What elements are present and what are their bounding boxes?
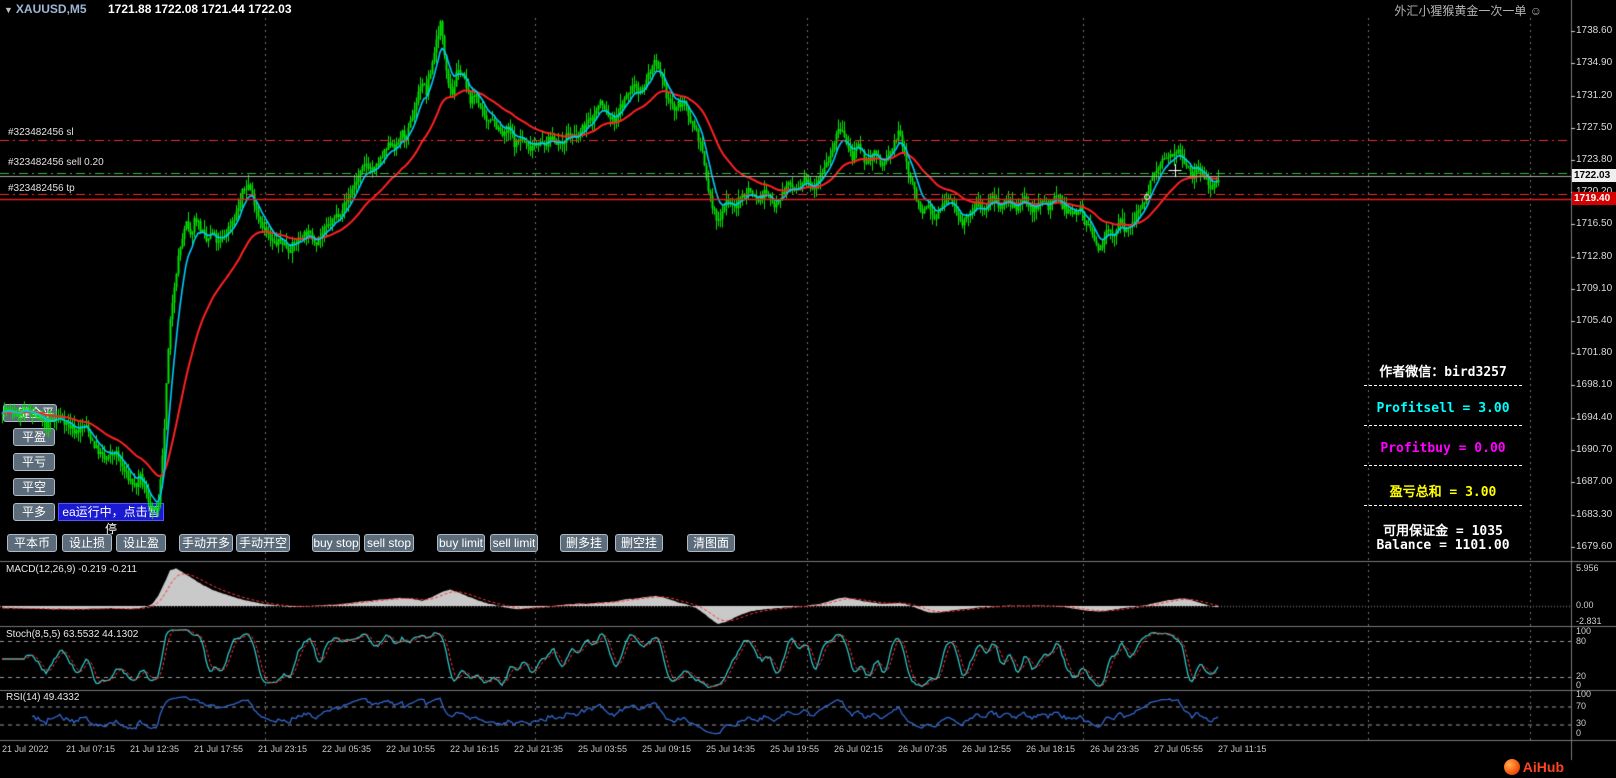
time-tick-label: 26 Jul 23:35: [1090, 744, 1140, 754]
price-tick-label: 1731.20: [1576, 89, 1613, 101]
bid-price-box: 1722.03: [1572, 169, 1616, 182]
time-tick-label: 26 Jul 07:35: [898, 744, 948, 754]
time-tick-label: 21 Jul 12:35: [130, 744, 180, 754]
watermark: AiHub: [1503, 759, 1564, 775]
close-shorts-button[interactable]: 平空: [13, 478, 55, 496]
info-panel-divider: [1364, 425, 1522, 426]
price-tick-label: 1716.50: [1576, 218, 1613, 230]
price-tick-label: 1734.90: [1576, 57, 1613, 69]
buy-limit-button[interactable]: buy limit: [437, 534, 485, 552]
manual-sell-button[interactable]: 手动开空: [236, 534, 290, 552]
price-tick-label: 1694.40: [1576, 411, 1613, 423]
price-tick-label: 1679.60: [1576, 541, 1613, 552]
indicator-tick-label: 100: [1576, 689, 1592, 699]
time-tick-label: 22 Jul 21:35: [514, 744, 564, 754]
time-tick-label: 21 Jul 07:15: [66, 744, 116, 754]
indicator-tick-label: 0: [1576, 728, 1582, 738]
info-panel-line: 可用保证金 = 1035: [1383, 524, 1503, 539]
indicator-tick-label: 5.956: [1576, 563, 1599, 573]
close-profitable-button[interactable]: 平盈: [13, 428, 55, 446]
time-tick-label: 26 Jul 12:55: [962, 744, 1012, 754]
info-panel-line: Profitsell = 3.00: [1376, 401, 1510, 416]
symbol-timeframe-label: XAUUSD,M5: [15, 2, 87, 16]
price-tick-label: 1701.80: [1576, 346, 1613, 358]
macd-indicator-label: MACD(12,26,9) -0.219 -0.211: [6, 564, 137, 575]
close-all-button[interactable]: 一键全平: [3, 404, 57, 422]
close-losing-button[interactable]: 平亏: [13, 453, 55, 471]
time-tick-label: 21 Jul 17:55: [194, 744, 244, 754]
indicator-tick-label: 0.00: [1576, 600, 1594, 610]
time-tick-label: 27 Jul 05:55: [1154, 744, 1204, 754]
time-tick-label: 25 Jul 03:55: [578, 744, 628, 754]
price-tick-label: 1683.30: [1576, 508, 1613, 520]
price-tick-label: 1723.80: [1576, 154, 1613, 166]
price-tick-label: 1738.60: [1576, 25, 1613, 36]
price-tick-label: 1698.10: [1576, 379, 1613, 391]
set-stoploss-button[interactable]: 设止损: [62, 534, 112, 552]
price-tick-label: 1712.80: [1576, 250, 1613, 262]
time-tick-label: 22 Jul 10:55: [386, 744, 436, 754]
indicator-tick-label: 70: [1576, 701, 1587, 711]
info-panel-divider: [1364, 465, 1522, 466]
indicator-tick-label: 80: [1576, 636, 1587, 646]
time-tick-label: 26 Jul 02:15: [834, 744, 884, 754]
watermark-text: AiHub: [1522, 759, 1564, 775]
rsi-indicator-label: RSI(14) 49.4332: [6, 692, 80, 703]
delete-buy-pending-button[interactable]: 删多挂: [560, 534, 608, 552]
time-tick-label: 22 Jul 05:35: [322, 744, 372, 754]
sell-limit-button[interactable]: sell limit: [490, 534, 538, 552]
info-panel-line: Balance = 1101.00: [1376, 538, 1510, 553]
symbol-dropdown-icon[interactable]: ▼: [4, 5, 13, 15]
time-tick-label: 22 Jul 16:15: [450, 744, 500, 754]
sell-stop-button[interactable]: sell stop: [364, 534, 414, 552]
time-tick-label: 25 Jul 09:15: [642, 744, 692, 754]
time-tick-label: 21 Jul 23:15: [258, 744, 308, 754]
buy-stop-button[interactable]: buy stop: [312, 534, 360, 552]
price-tick-label: 1709.10: [1576, 283, 1613, 294]
price-tick-label: 1690.70: [1576, 443, 1613, 455]
info-panel-line: 盈亏总和 = 3.00: [1389, 485, 1497, 500]
close-breakeven-button[interactable]: 平本币: [7, 534, 57, 552]
indicator-tick-label: 30: [1576, 718, 1587, 728]
time-tick-label: 25 Jul 19:55: [770, 744, 820, 754]
price-tick-label: 1687.00: [1576, 476, 1613, 488]
tp-price-box: 1719.40: [1572, 192, 1616, 205]
manual-buy-button[interactable]: 手动开多: [179, 534, 233, 552]
symbol-title[interactable]: ▼ XAUUSD,M5: [4, 2, 87, 16]
info-panel-line: 作者微信：bird3257: [1379, 365, 1507, 380]
ea-name-label: 外汇小猩猴黄金一次一单 ☺: [1394, 4, 1542, 18]
order-sell-label: #323482456 sell 0.20: [8, 157, 104, 168]
aihub-logo-icon: [1503, 759, 1520, 775]
time-tick-label: 21 Jul 2022: [2, 744, 49, 754]
close-longs-button[interactable]: 平多: [13, 503, 55, 521]
time-tick-label: 27 Jul 11:15: [1218, 744, 1267, 754]
title-bar: ▼ XAUUSD,M5 1721.88 1722.08 1721.44 1722.…: [0, 0, 1616, 18]
order-tp-label: #323482456 tp: [8, 183, 75, 194]
indicator-tick-label: -2.831: [1576, 616, 1602, 626]
order-sl-label: #323482456 sl: [8, 127, 74, 138]
time-tick-label: 26 Jul 18:15: [1026, 744, 1076, 754]
stoch-indicator-label: Stoch(8,5,5) 63.5532 44.1302: [6, 629, 139, 640]
set-takeprofit-button[interactable]: 设止盈: [116, 534, 166, 552]
info-panel-divider: [1364, 385, 1522, 386]
indicator-tick-label: 100: [1576, 626, 1592, 636]
price-tick-label: 1705.40: [1576, 315, 1613, 327]
info-panel-divider: [1364, 505, 1522, 506]
delete-sell-pending-button[interactable]: 删空挂: [615, 534, 663, 552]
clear-chart-button[interactable]: 清图面: [687, 534, 735, 552]
price-tick-label: 1727.50: [1576, 122, 1613, 134]
ohlc-values: 1721.88 1722.08 1721.44 1722.03: [108, 2, 292, 16]
ea-running-banner[interactable]: ea运行中，点击暂停: [58, 503, 164, 536]
time-tick-label: 25 Jul 14:35: [706, 744, 756, 754]
info-panel-line: Profitbuy = 0.00: [1380, 441, 1506, 456]
